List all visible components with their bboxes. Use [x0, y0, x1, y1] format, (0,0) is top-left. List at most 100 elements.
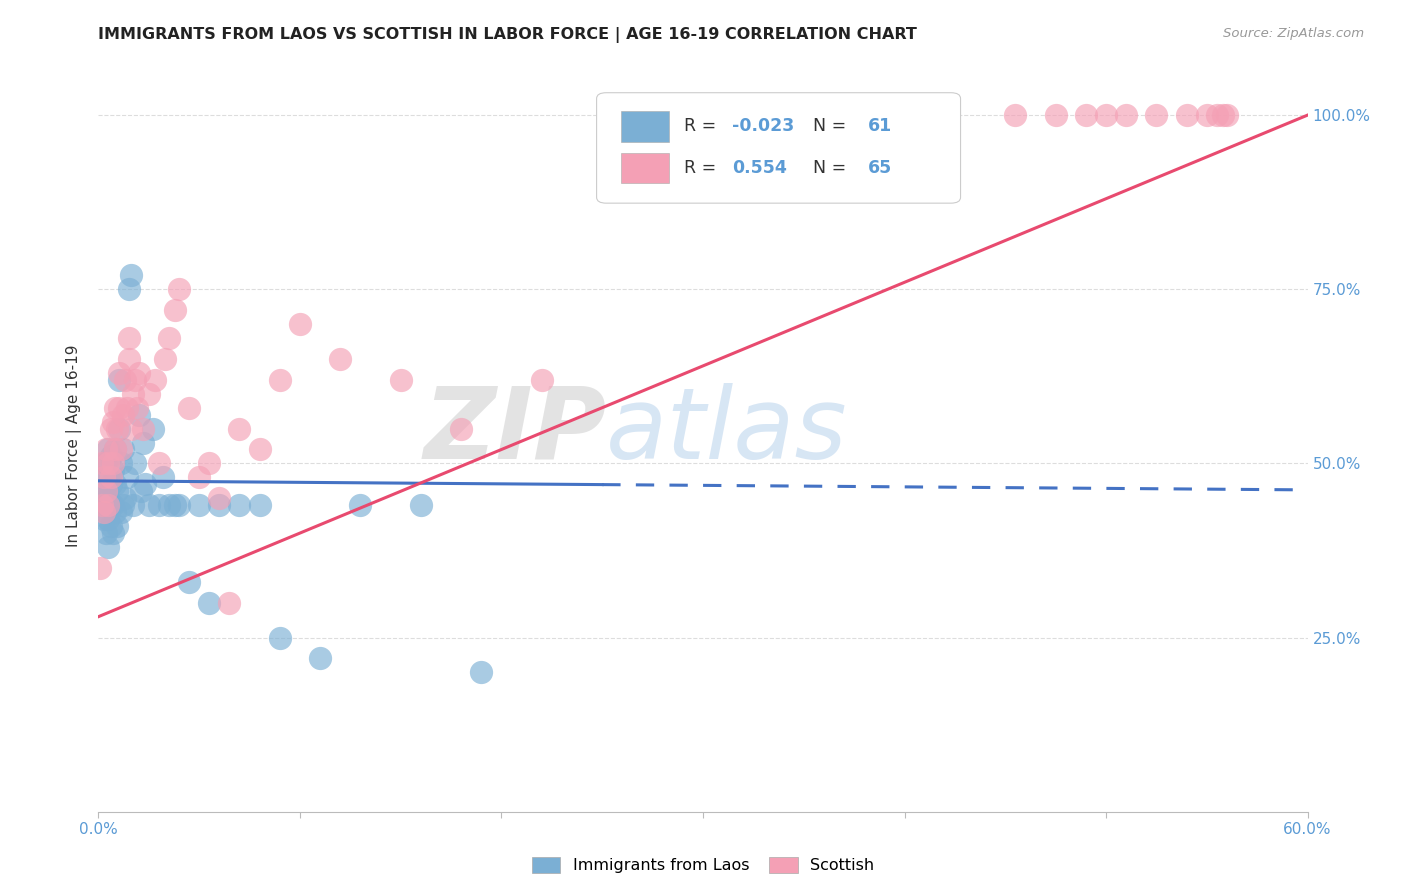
Point	[111, 408, 134, 422]
Point	[530, 373, 553, 387]
Point	[121, 386, 143, 401]
Point	[208, 491, 231, 506]
Point	[100, 421, 122, 435]
Point	[188, 498, 211, 512]
Point	[138, 386, 160, 401]
Point	[309, 651, 332, 665]
Point	[89, 561, 111, 575]
Point	[110, 457, 132, 471]
Point	[107, 421, 129, 435]
Point	[120, 268, 142, 283]
Text: N =: N =	[803, 159, 852, 177]
Point	[110, 505, 132, 519]
Point	[269, 631, 291, 645]
Text: R =: R =	[683, 118, 721, 136]
Point	[138, 498, 160, 512]
Point	[143, 373, 166, 387]
Point	[118, 282, 141, 296]
Text: 0.554: 0.554	[733, 159, 787, 177]
Point	[118, 331, 141, 345]
Point	[129, 484, 152, 499]
Point	[101, 457, 124, 471]
Point	[153, 351, 176, 366]
Point	[105, 519, 128, 533]
Point	[134, 477, 156, 491]
Point	[450, 421, 472, 435]
Point	[96, 484, 118, 499]
Point	[120, 421, 142, 435]
Point	[93, 512, 115, 526]
Point	[218, 596, 240, 610]
Text: atlas: atlas	[606, 383, 848, 480]
Point	[89, 491, 111, 506]
Point	[97, 457, 120, 471]
Point	[148, 498, 170, 512]
Point	[114, 491, 136, 506]
Point	[157, 331, 180, 345]
Point	[349, 498, 371, 512]
Point	[93, 470, 115, 484]
Point	[91, 457, 114, 471]
Point	[934, 108, 956, 122]
Point	[152, 470, 174, 484]
Point	[198, 457, 221, 471]
Point	[132, 435, 155, 450]
Point	[100, 470, 122, 484]
Point	[105, 484, 128, 499]
Point	[103, 401, 125, 415]
Point	[793, 108, 815, 122]
Point	[97, 491, 120, 506]
Point	[124, 373, 146, 387]
Point	[93, 484, 115, 499]
Point	[101, 526, 124, 541]
Point	[179, 401, 201, 415]
Point	[125, 401, 148, 415]
Point	[115, 470, 138, 484]
Point	[128, 366, 150, 380]
Point	[1146, 108, 1168, 122]
Point	[118, 351, 141, 366]
Point	[1115, 108, 1137, 122]
Point	[409, 498, 432, 512]
Point	[91, 498, 114, 512]
Point	[100, 519, 122, 533]
Point	[96, 457, 118, 471]
Point	[269, 373, 291, 387]
Point	[93, 457, 115, 471]
Point	[121, 498, 143, 512]
Point	[188, 470, 211, 484]
Point	[115, 401, 138, 415]
Point	[97, 498, 120, 512]
Point	[100, 450, 122, 464]
Point	[97, 512, 120, 526]
Point	[1195, 108, 1218, 122]
Point	[1175, 108, 1198, 122]
FancyBboxPatch shape	[621, 153, 669, 184]
Text: Source: ZipAtlas.com: Source: ZipAtlas.com	[1223, 27, 1364, 40]
Point	[103, 442, 125, 457]
Point	[208, 498, 231, 512]
Point	[100, 477, 122, 491]
Point	[97, 470, 120, 484]
Point	[249, 498, 271, 512]
Text: R =: R =	[683, 159, 727, 177]
Point	[1206, 108, 1229, 122]
Point	[96, 526, 118, 541]
Point	[103, 477, 125, 491]
Point	[167, 498, 190, 512]
Point	[111, 442, 134, 457]
Point	[1212, 108, 1234, 122]
Text: 65: 65	[868, 159, 891, 177]
Point	[97, 540, 120, 554]
Point	[1045, 108, 1067, 122]
Point	[124, 457, 146, 471]
Text: IMMIGRANTS FROM LAOS VS SCOTTISH IN LABOR FORCE | AGE 16-19 CORRELATION CHART: IMMIGRANTS FROM LAOS VS SCOTTISH IN LABO…	[98, 27, 917, 43]
Point	[101, 415, 124, 429]
Point	[103, 442, 125, 457]
Point	[105, 421, 128, 435]
Point	[148, 457, 170, 471]
Point	[142, 421, 165, 435]
Point	[101, 498, 124, 512]
Point	[107, 366, 129, 380]
Text: -0.023: -0.023	[733, 118, 794, 136]
